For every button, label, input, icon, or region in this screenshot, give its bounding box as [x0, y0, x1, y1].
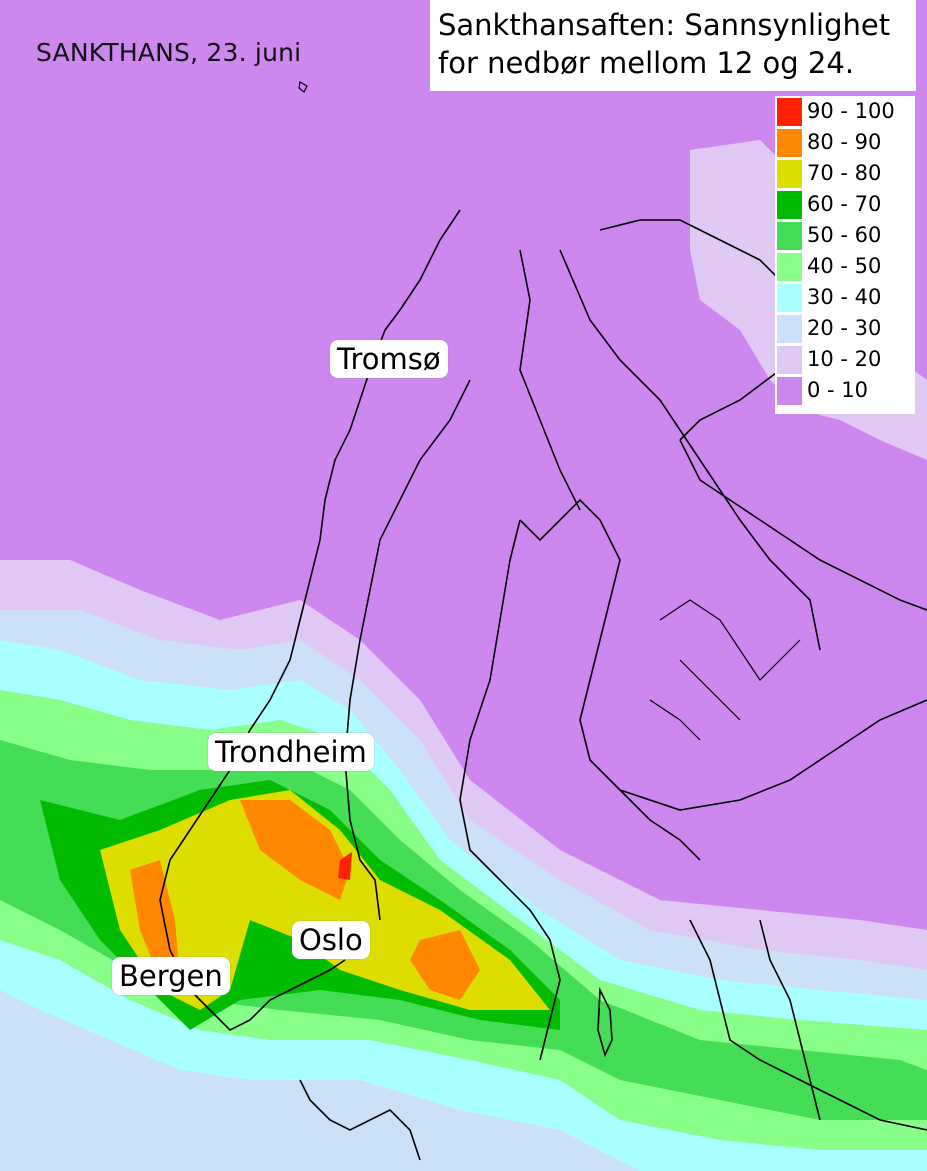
- coastlines: [159, 81, 927, 1161]
- baltic-border: [759, 919, 821, 1121]
- sweden-finland-border: [519, 249, 581, 511]
- legend-swatch: [777, 377, 802, 405]
- legend: 90 - 100 80 - 90 70 - 80 60 - 70 50 - 60…: [775, 96, 915, 414]
- legend-swatch: [777, 284, 802, 312]
- city-label-tromso: Tromsø: [330, 340, 448, 378]
- legend-item: 90 - 100: [775, 96, 915, 127]
- legend-label: 70 - 80: [807, 161, 882, 185]
- band-80-90-east: [410, 930, 480, 1000]
- legend-swatch: [777, 191, 802, 219]
- city-label-oslo: Oslo: [292, 921, 370, 959]
- finland-russia-border: [559, 249, 821, 651]
- band-90-100: [338, 852, 352, 880]
- legend-swatch: [777, 98, 802, 126]
- map-title: Sankthansaften: Sannsynlighet for nedbør…: [430, 0, 916, 91]
- finland-south-coast: [619, 699, 927, 811]
- island-bear: [298, 81, 308, 93]
- date-label: SANKTHANS, 23. juni: [36, 38, 302, 67]
- sweden-east-coast: [459, 519, 561, 1061]
- legend-item: 20 - 30: [775, 313, 915, 344]
- legend-item: 50 - 60: [775, 220, 915, 251]
- city-label-trondheim: Trondheim: [208, 733, 374, 771]
- legend-label: 90 - 100: [807, 99, 895, 123]
- legend-label: 20 - 30: [807, 316, 882, 340]
- city-label-bergen: Bergen: [112, 957, 230, 995]
- legend-label: 80 - 90: [807, 130, 882, 154]
- denmark-coast: [299, 1079, 421, 1161]
- band-80-90-west: [130, 860, 180, 980]
- gotland: [597, 986, 613, 1058]
- legend-label: 60 - 70: [807, 192, 882, 216]
- legend-item: 0 - 10: [775, 375, 915, 406]
- legend-item: 30 - 40: [775, 282, 915, 313]
- legend-swatch: [777, 253, 802, 281]
- legend-swatch: [777, 222, 802, 250]
- legend-swatch: [777, 129, 802, 157]
- legend-item: 10 - 20: [775, 344, 915, 375]
- legend-label: 50 - 60: [807, 223, 882, 247]
- norway-sweden-border: [344, 379, 471, 921]
- legend-label: 30 - 40: [807, 285, 882, 309]
- legend-swatch: [777, 346, 802, 374]
- gulf-of-bothnia: [519, 498, 701, 861]
- legend-item: 70 - 80: [775, 158, 915, 189]
- legend-label: 10 - 20: [807, 347, 882, 371]
- legend-swatch: [777, 315, 802, 343]
- legend-item: 60 - 70: [775, 189, 915, 220]
- white-sea: [679, 439, 927, 611]
- band-80-90-central: [240, 800, 350, 900]
- legend-label: 0 - 10: [807, 378, 869, 402]
- legend-item: 40 - 50: [775, 251, 915, 282]
- baltic-coast: [689, 919, 927, 1131]
- legend-swatch: [777, 160, 802, 188]
- map-title-line-1: Sankthansaften: Sannsynlighet: [438, 8, 891, 42]
- map-title-line-2: for nedbør mellom 12 og 24.: [438, 46, 855, 80]
- legend-label: 40 - 50: [807, 254, 882, 278]
- probability-fields: [0, 140, 927, 1171]
- finland-lakes: [659, 599, 801, 681]
- legend-item: 80 - 90: [775, 127, 915, 158]
